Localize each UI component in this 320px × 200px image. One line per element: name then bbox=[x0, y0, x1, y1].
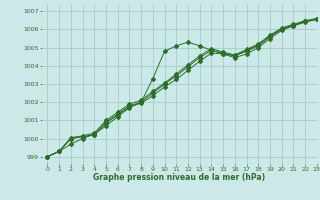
X-axis label: Graphe pression niveau de la mer (hPa): Graphe pression niveau de la mer (hPa) bbox=[93, 173, 265, 182]
